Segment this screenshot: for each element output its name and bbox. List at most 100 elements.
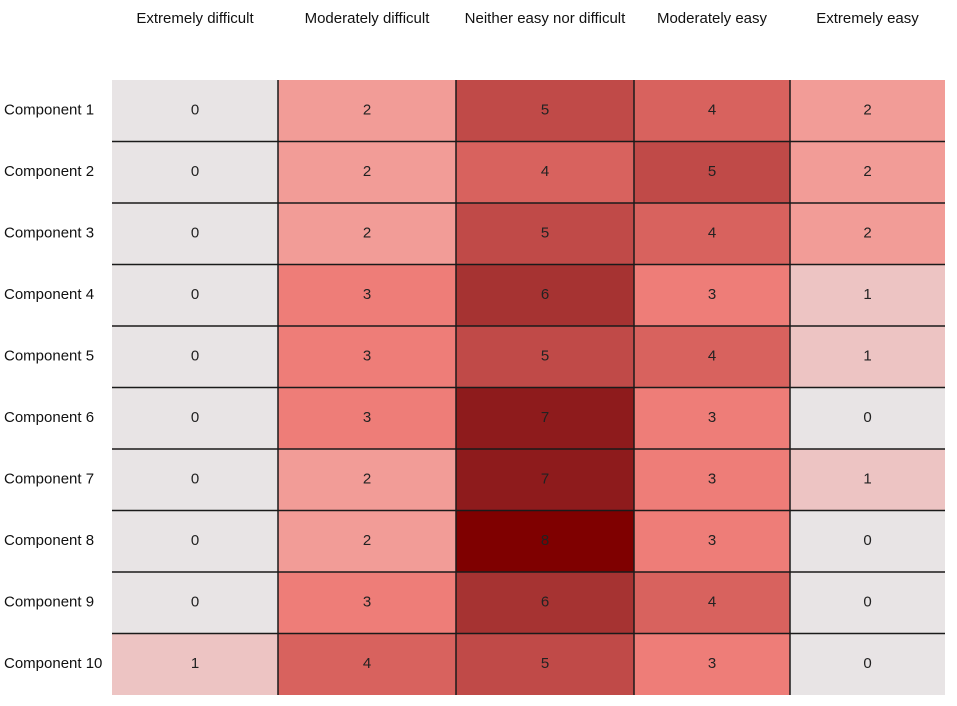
cell-value-label: 1 <box>863 348 871 365</box>
heatmap-cell <box>456 141 634 203</box>
heatmap-cell <box>112 264 278 326</box>
cell-value-label: 4 <box>708 102 716 119</box>
heatmap-cell <box>790 449 945 511</box>
cell-value-label: 0 <box>863 655 871 672</box>
cell-value-label: 2 <box>363 102 371 119</box>
heatmap-cell <box>790 141 945 203</box>
heatmap-cell <box>456 572 634 634</box>
cell-value-label: 5 <box>708 163 716 180</box>
column-header-neither-easy-nor-difficult: Neither easy nor difficult <box>465 10 626 27</box>
cell-value-label: 2 <box>363 163 371 180</box>
cell-value-label: 6 <box>541 594 549 611</box>
cell-value-label: 0 <box>191 594 199 611</box>
cell-value-label: 5 <box>541 225 549 242</box>
cell-value-label: 1 <box>191 655 199 672</box>
cell-value-label: 0 <box>863 594 871 611</box>
heatmap-cells <box>112 80 945 695</box>
heatmap-cell <box>634 572 790 634</box>
cell-value-label: 3 <box>708 655 716 672</box>
heatmap-cell <box>112 326 278 388</box>
cell-value-label: 3 <box>363 286 371 303</box>
cell-value-label: 7 <box>541 409 549 426</box>
heatmap-cell <box>456 203 634 265</box>
cell-value-labels: 0 2 5 4 2 0 2 4 5 2 0 2 5 4 2 0 3 6 3 1 0 3 5 4 1 0 3 7 3 0 0 2 7 3 1 0 2 8 3 0… <box>191 102 872 673</box>
cell-value-label: 3 <box>708 532 716 549</box>
heatmap-cell <box>456 264 634 326</box>
row-labels: Component 1 Component 2 Component 3 Compone… <box>4 102 102 673</box>
heatmap-cell <box>278 326 456 388</box>
heatmap-cell <box>278 633 456 695</box>
heatmap-cell <box>112 387 278 449</box>
cell-value-label: 5 <box>541 102 549 119</box>
row-label-component-7: Component 7 <box>4 471 94 488</box>
cell-value-label: 0 <box>191 532 199 549</box>
heatmap-cell <box>278 449 456 511</box>
heatmap-cell <box>278 572 456 634</box>
cell-value-label: 2 <box>363 471 371 488</box>
heatmap-cell <box>634 387 790 449</box>
heatmap-cell <box>456 633 634 695</box>
heatmap-cell <box>112 633 278 695</box>
column-headers: Extremely difficult Moderately difficult N… <box>136 10 919 27</box>
cell-value-label: 3 <box>708 409 716 426</box>
heatmap-cell <box>278 387 456 449</box>
heatmap-cell <box>634 633 790 695</box>
cell-value-label: 2 <box>863 225 871 242</box>
row-label-component-10: Component 10 <box>4 655 102 672</box>
cell-value-label: 0 <box>191 471 199 488</box>
cell-value-label: 2 <box>863 102 871 119</box>
row-label-component-8: Component 8 <box>4 532 94 549</box>
cell-value-label: 4 <box>708 594 716 611</box>
row-label-component-3: Component 3 <box>4 225 94 242</box>
heatmap-cell <box>790 80 945 142</box>
heatmap-cell <box>112 141 278 203</box>
row-label-component-5: Component 5 <box>4 348 94 365</box>
heatmap-cell <box>456 387 634 449</box>
heatmap-cell <box>278 203 456 265</box>
cell-value-label: 5 <box>541 348 549 365</box>
heatmap-cell <box>790 387 945 449</box>
heatmap-cell <box>112 572 278 634</box>
heatmap-cell <box>790 326 945 388</box>
heatmap-cell <box>790 572 945 634</box>
heatmap-cell <box>112 449 278 511</box>
heatmap-cell <box>112 80 278 142</box>
heatmap-cell <box>634 510 790 572</box>
column-header-extremely-easy: Extremely easy <box>816 10 919 27</box>
column-header-moderately-easy: Moderately easy <box>657 10 768 27</box>
heatmap-cell <box>112 510 278 572</box>
cell-value-label: 0 <box>863 532 871 549</box>
heatmap-cell <box>634 80 790 142</box>
cell-value-label: 3 <box>363 594 371 611</box>
heatmap-cell <box>278 264 456 326</box>
cell-value-label: 3 <box>708 471 716 488</box>
cell-value-label: 0 <box>191 348 199 365</box>
heatmap-cell <box>456 449 634 511</box>
cell-value-label: 2 <box>863 163 871 180</box>
cell-value-label: 6 <box>541 286 549 303</box>
heatmap-cell <box>456 510 634 572</box>
cell-value-label: 4 <box>541 163 549 180</box>
heatmap-cell <box>790 633 945 695</box>
row-label-component-9: Component 9 <box>4 594 94 611</box>
row-label-component-2: Component 2 <box>4 163 94 180</box>
cell-value-label: 4 <box>708 348 716 365</box>
heatmap-cell <box>790 264 945 326</box>
heatmap-cell <box>456 80 634 142</box>
cell-value-label: 7 <box>541 471 549 488</box>
heatmap-cell <box>790 203 945 265</box>
cell-value-label: 4 <box>708 225 716 242</box>
column-header-moderately-difficult: Moderately difficult <box>305 10 431 27</box>
heatmap-cell <box>278 141 456 203</box>
cell-value-label: 8 <box>541 532 549 549</box>
heatmap-cell <box>634 264 790 326</box>
cell-value-label: 0 <box>191 409 199 426</box>
cell-value-label: 2 <box>363 532 371 549</box>
heatmap-cell <box>634 203 790 265</box>
row-label-component-4: Component 4 <box>4 286 94 303</box>
heatmap-cell <box>634 141 790 203</box>
cell-value-label: 3 <box>363 409 371 426</box>
heatmap-cell <box>456 326 634 388</box>
heatmap-cell <box>278 510 456 572</box>
row-label-component-1: Component 1 <box>4 102 94 119</box>
